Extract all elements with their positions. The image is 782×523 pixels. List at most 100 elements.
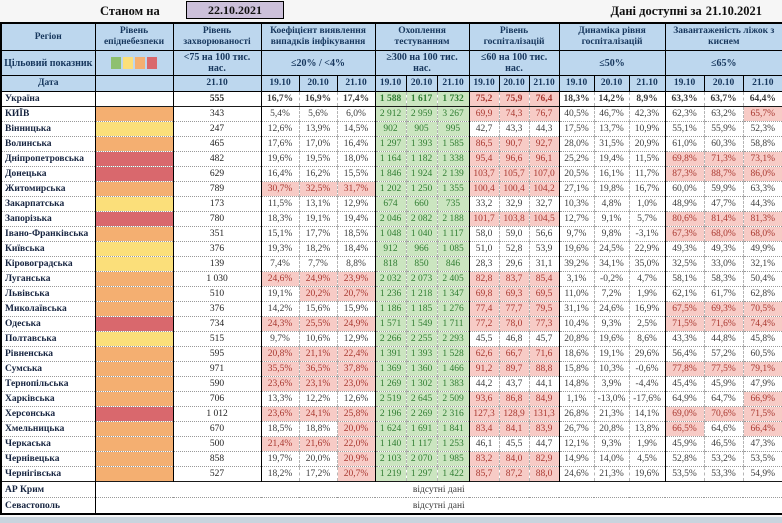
hospitalization-dynamics-cell: 9,8%: [593, 226, 630, 242]
as-of-date-badge: 22.10.2021: [186, 1, 284, 19]
oxygen-beds-occupancy-cell: 45,9%: [703, 376, 744, 392]
hospitalization-dynamics-cell: 4,8%: [593, 196, 630, 212]
detection-rate-cell: 13,3%: [260, 391, 299, 407]
detection-rate-cell: 15,9%: [336, 301, 376, 317]
table-row: Чернівецька 858 19,7% 20,0% 20,9% 2 103 2 070 1…: [1, 451, 782, 467]
hospitalization-level-cell: 100,4: [468, 181, 500, 197]
table-row: Одеська 734 24,3% 25,5% 24,9% 1 571 1 549 1 711…: [1, 316, 782, 332]
hospitalization-level-cell: 44,7: [528, 436, 560, 452]
table-row: Чернігівська 527 18,2% 17,2% 20,7% 1 219 1 297…: [1, 466, 782, 482]
hospitalization-dynamics-cell: 11,7%: [628, 166, 666, 182]
incidence-cell: 139: [172, 256, 261, 272]
oxygen-beds-occupancy-cell: 49,9%: [742, 241, 782, 257]
hospitalization-dynamics-cell: 35,0%: [628, 256, 666, 272]
hospitalization-level-cell: 52,8: [498, 241, 530, 257]
hospitalization-level-cell: 103,8: [498, 211, 530, 227]
incidence-cell: 670: [172, 421, 261, 437]
oxygen-beds-occupancy-cell: 68,0%: [703, 226, 744, 242]
detection-rate-cell: 15,6%: [298, 301, 337, 317]
testing-coverage-cell: 1 250: [405, 181, 438, 197]
detection-rate-cell: 21,1%: [298, 346, 337, 362]
detection-rate-cell: 17,4%: [336, 91, 376, 107]
testing-coverage-cell: 1 549: [405, 316, 438, 332]
hospitalization-level-cell: 84,0: [498, 451, 530, 467]
hospitalization-dynamics-cell: 20,8%: [558, 331, 595, 347]
testing-coverage-cell: 818: [374, 256, 407, 272]
oxygen-beds-occupancy-cell: 77,8%: [664, 361, 705, 377]
hospitalization-dynamics-cell: 19,6%: [593, 331, 630, 347]
hospitalization-dynamics-cell: 9,3%: [593, 316, 630, 332]
oxygen-beds-occupancy-cell: 61,7%: [703, 286, 744, 302]
testing-coverage-cell: 1 691: [405, 421, 438, 437]
risk-level-cell: [94, 121, 173, 137]
hospitalization-dynamics-cell: 3,9%: [593, 376, 630, 392]
detection-rate-cell: 21,6%: [298, 436, 337, 452]
legend-yellow-square: [123, 57, 133, 69]
oxygen-beds-occupancy-cell: 65,7%: [742, 106, 782, 122]
date-cell: 19.10: [260, 75, 300, 92]
incidence-cell: 734: [172, 316, 261, 332]
detection-rate-cell: 14,2%: [260, 301, 299, 317]
date-cell: 21.10: [628, 75, 666, 92]
hospitalization-dynamics-cell: 24,5%: [593, 241, 630, 257]
testing-coverage-cell: 2 082: [405, 211, 438, 227]
hospitalization-level-cell: 86,8: [498, 391, 530, 407]
oxygen-beds-occupancy-cell: 44,3%: [742, 196, 782, 212]
hospitalization-dynamics-cell: -4,4%: [628, 376, 666, 392]
hospitalization-dynamics-cell: 46,7%: [593, 106, 630, 122]
hospitalization-dynamics-cell: 10,3%: [593, 361, 630, 377]
region-cell: Хмельницька: [1, 421, 95, 437]
oxygen-beds-occupancy-cell: 69,3%: [703, 301, 744, 317]
detection-rate-cell: 20,2%: [298, 286, 337, 302]
risk-level-cell: [94, 421, 173, 437]
testing-coverage-cell: 1 186: [374, 301, 407, 317]
testing-coverage-cell: 1 383: [436, 376, 470, 392]
detection-rate-cell: 23,0%: [336, 376, 376, 392]
detection-rate-cell: 20,7%: [336, 466, 376, 482]
hospitalization-level-cell: 83,9: [528, 421, 560, 437]
hospitalization-level-cell: 88,8: [528, 361, 560, 377]
hospitalization-dynamics-cell: 2,5%: [628, 316, 666, 332]
testing-coverage-cell: 2 266: [374, 331, 407, 347]
oxygen-beds-occupancy-cell: 55,1%: [664, 121, 705, 137]
table-row: Сумська 971 35,5% 36,5% 37,8% 1 369 1 360 1 466…: [1, 361, 782, 377]
oxygen-beds-occupancy-cell: 49,3%: [703, 241, 744, 257]
covid-regions-table: Регіон Рівень епіднебезпеки Рівень захво…: [0, 22, 782, 515]
oxygen-beds-occupancy-cell: 74,4%: [742, 316, 782, 332]
hospitalization-level-cell: 91,2: [468, 361, 500, 377]
table-row: Севастополь відсутні дані: [1, 497, 782, 514]
oxygen-beds-occupancy-cell: 63,3%: [664, 91, 705, 107]
hospitalization-dynamics-cell: 10,9%: [628, 121, 666, 137]
testing-coverage-cell: 1 338: [436, 151, 470, 167]
no-data-cell: відсутні дані: [94, 497, 782, 514]
hospitalization-level-cell: 76,7: [528, 106, 560, 122]
region-cell: АР Крим: [1, 481, 95, 498]
hospitalization-dynamics-cell: 13,8%: [628, 421, 666, 437]
oxygen-beds-occupancy-cell: 63,3%: [742, 181, 782, 197]
oxygen-beds-occupancy-cell: 54,9%: [742, 466, 782, 482]
hospitalization-level-cell: 103,7: [468, 166, 500, 182]
detection-rate-cell: 12,9%: [336, 331, 376, 347]
hospitalization-dynamics-cell: 19,6%: [558, 241, 595, 257]
oxygen-beds-occupancy-cell: 52,8%: [664, 451, 705, 467]
hospitalization-dynamics-cell: 31,1%: [558, 301, 595, 317]
risk-level-cell: [94, 286, 173, 302]
testing-coverage-cell: 1 846: [374, 166, 407, 182]
oxygen-beds-occupancy-cell: 86,0%: [742, 166, 782, 182]
table-row: Черкаська 500 21,4% 21,6% 22,0% 1 140 1 117 1 2…: [1, 436, 782, 452]
hospitalization-level-cell: 32,7: [528, 196, 560, 212]
region-cell: КИЇВ: [1, 106, 95, 122]
testing-coverage-cell: 2 912: [374, 106, 407, 122]
region-cell: Чернівецька: [1, 451, 95, 467]
date-cell: 21.10: [436, 75, 470, 92]
testing-coverage-cell: 2 070: [405, 451, 438, 467]
hospitalization-level-cell: 87,2: [498, 466, 530, 482]
hospitalization-dynamics-cell: 31,5%: [593, 136, 630, 152]
testing-coverage-cell: 1 624: [374, 421, 407, 437]
incidence-cell: 1 030: [172, 271, 261, 287]
hospitalization-dynamics-cell: 20,9%: [628, 136, 666, 152]
hospitalization-dynamics-cell: 13,7%: [593, 121, 630, 137]
detection-rate-cell: 20,0%: [336, 421, 376, 437]
oxygen-beds-occupancy-cell: 46,5%: [703, 436, 744, 452]
detection-rate-cell: 9,7%: [260, 331, 299, 347]
